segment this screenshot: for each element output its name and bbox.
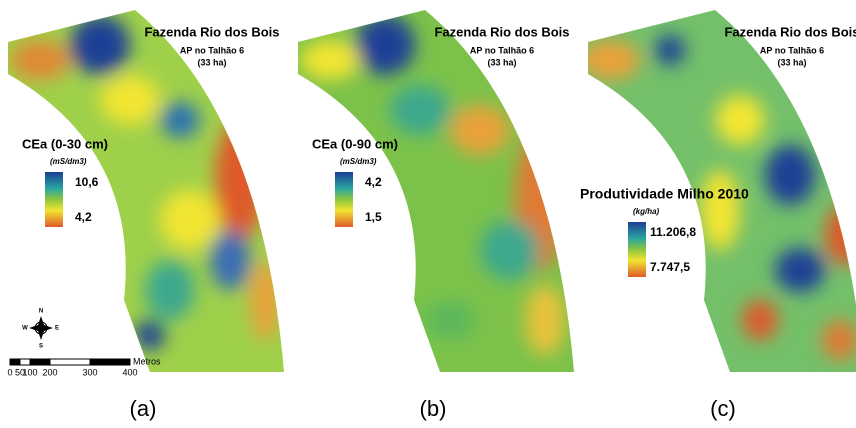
figure: Fazenda Rio dos Bois AP no Talhão 6 (33 ha… (0, 0, 856, 423)
legend-title: Produtividade Milho 2010 (580, 186, 749, 202)
zone (160, 190, 220, 250)
zone (390, 85, 450, 135)
zone (655, 35, 685, 65)
caption: (c) (710, 396, 736, 421)
zone (525, 285, 565, 355)
scale-label: 200 (42, 367, 57, 377)
zone (425, 300, 475, 340)
map-title: Fazenda Rio dos Bois (434, 24, 569, 39)
compass-label: E (55, 326, 59, 332)
scale-label: 300 (82, 367, 97, 377)
map-area: (33 ha) (197, 57, 226, 67)
legend-max: 11.206,8 (650, 225, 696, 239)
zone (210, 230, 250, 290)
compass-rose (29, 316, 53, 340)
zone (742, 300, 778, 340)
zone (300, 40, 360, 80)
compass-label: W (22, 326, 28, 332)
legend-min: 7.747,5 (650, 260, 690, 274)
legend-title: CEa (0-30 cm) (22, 136, 108, 151)
map-area: (33 ha) (777, 57, 806, 67)
legend-max: 4,2 (365, 175, 382, 189)
map-subtitle: AP no Talhão 6 (760, 45, 824, 55)
caption: (b) (420, 396, 447, 421)
zone (160, 102, 200, 138)
scale-segment (10, 359, 20, 365)
zone (700, 170, 740, 250)
scale-segment (90, 359, 130, 365)
legend-unit: (mS/dm3) (340, 157, 377, 166)
legend-unit: (mS/dm3) (50, 157, 87, 166)
zone (250, 260, 280, 340)
map-title: Fazenda Rio dos Bois (144, 24, 279, 39)
zone (765, 145, 815, 205)
scale-segment (20, 359, 30, 365)
zone (135, 320, 165, 350)
map-subtitle: AP no Talhão 6 (470, 45, 534, 55)
map-panel: Fazenda Rio dos Bois AP no Talhão 6 (33 ha… (290, 0, 580, 421)
compass-label: S (39, 344, 43, 350)
caption: (a) (130, 396, 157, 421)
scale-segment (30, 359, 50, 365)
compass: N S E W (22, 309, 59, 350)
compass-label: N (39, 309, 43, 315)
map-raster (290, 0, 580, 380)
map-subtitle: AP no Talhão 6 (180, 45, 244, 55)
zone (10, 40, 70, 80)
legend-min: 1,5 (365, 210, 382, 224)
legend-title: CEa (0-90 cm) (312, 136, 398, 151)
zone (355, 15, 415, 75)
zone (100, 75, 160, 125)
zone (70, 15, 130, 75)
legend-max: 10,6 (75, 175, 99, 189)
legend-ramp (628, 222, 646, 277)
map-panel: Fazenda Rio dos Bois AP no Talhão 6 (33 ha… (580, 0, 856, 421)
scale-label: 0 (7, 367, 12, 377)
zone (715, 95, 765, 145)
zone (145, 260, 195, 320)
map-area: (33 ha) (487, 57, 516, 67)
legend-unit: (kg/ha) (633, 207, 660, 216)
scale-label: 100 (22, 367, 37, 377)
scale-unit: Metros (133, 356, 161, 366)
zone (450, 105, 510, 155)
scale-segment (50, 359, 90, 365)
legend-ramp (335, 172, 353, 227)
zone (215, 120, 265, 240)
map-title: Fazenda Rio dos Bois (724, 24, 856, 39)
legend-min: 4,2 (75, 210, 92, 224)
zone (480, 220, 540, 280)
zone (775, 248, 825, 292)
legend-ramp (45, 172, 63, 227)
scale-label: 400 (122, 367, 137, 377)
zone (580, 40, 640, 80)
